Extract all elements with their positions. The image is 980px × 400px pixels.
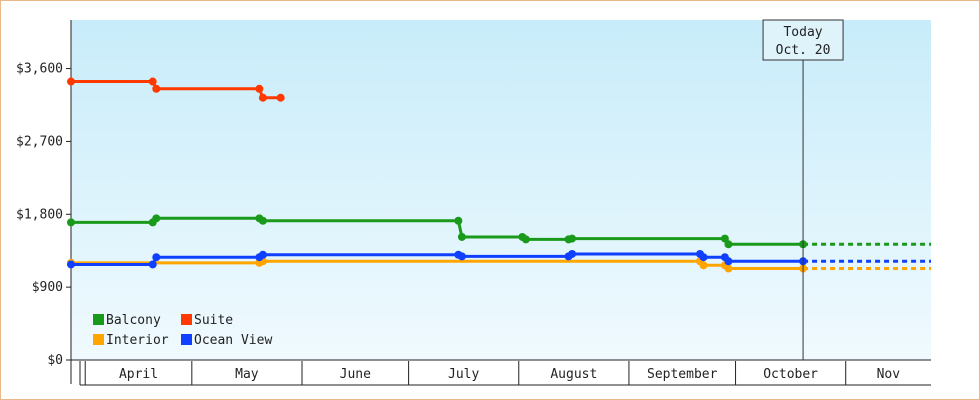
data-point (457, 252, 466, 261)
data-point (568, 249, 577, 258)
data-point (255, 84, 264, 93)
today-marker: Today Oct. 20 (762, 19, 844, 360)
data-point (148, 77, 157, 86)
data-point (148, 260, 157, 269)
data-point (67, 260, 75, 269)
data-point (699, 253, 708, 262)
month-label: August (550, 367, 597, 382)
y-tick-label: $2,700 (16, 134, 63, 149)
series-layer (67, 77, 931, 273)
data-point (454, 216, 463, 225)
data-point (258, 93, 267, 102)
legend-label-1: Suite (194, 313, 233, 328)
data-point (67, 218, 75, 227)
data-point (521, 235, 530, 244)
data-point (724, 257, 733, 266)
legend-swatch-1 (181, 314, 192, 325)
data-point (699, 261, 708, 270)
data-point (67, 77, 75, 86)
data-point (724, 264, 733, 273)
y-tick-label: $0 (47, 353, 63, 368)
month-label: June (340, 367, 371, 382)
legend-label-0: Balcony (106, 313, 161, 328)
plot-background (71, 20, 931, 360)
month-label: April (119, 367, 158, 382)
x-axis: April May June July August September October No… (79, 361, 931, 386)
y-tick-label: $3,600 (16, 62, 63, 77)
legend-swatch-0 (93, 314, 104, 325)
month-label: October (763, 367, 818, 382)
today-date: Oct. 20 (776, 43, 831, 58)
data-point (152, 253, 161, 262)
y-axis: $0 $900 $1,800 $2,700 $3,600 (16, 20, 931, 384)
legend-swatch-3 (181, 334, 192, 345)
y-tick-label: $900 (32, 280, 63, 295)
data-point (258, 250, 267, 259)
data-point (152, 214, 161, 223)
data-point (152, 84, 161, 93)
data-point (276, 93, 285, 102)
y-tick-label: $1,800 (16, 207, 63, 222)
today-box (762, 19, 844, 61)
legend-swatch-2 (93, 334, 104, 345)
month-label: May (235, 367, 259, 382)
month-label: July (448, 367, 479, 382)
legend-label-2: Interior (106, 333, 169, 348)
month-label: September (647, 367, 718, 382)
data-point (457, 232, 466, 241)
today-label: Today (783, 25, 822, 40)
data-point (724, 240, 733, 249)
series-line-0 (71, 216, 804, 246)
legend-label-3: Ocean View (194, 333, 272, 348)
month-label: Nov (877, 367, 901, 382)
data-point (258, 216, 267, 225)
legend: Balcony Suite Interior Ocean View (93, 313, 272, 348)
data-point (568, 234, 577, 243)
